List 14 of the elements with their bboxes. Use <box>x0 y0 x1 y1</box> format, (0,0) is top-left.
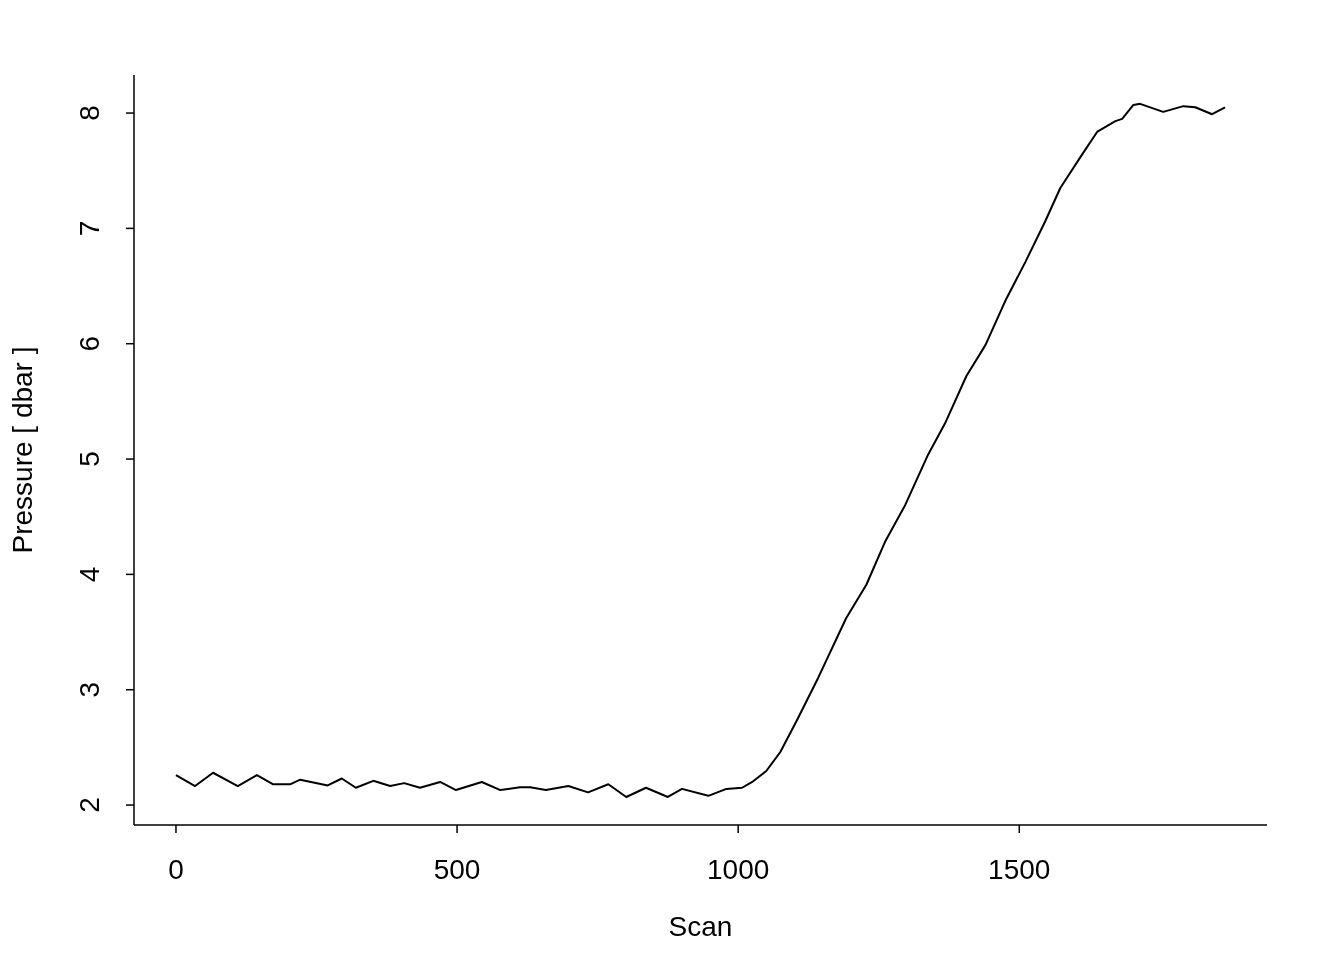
y-tick-label: 5 <box>74 451 106 467</box>
y-tick-label: 6 <box>74 335 106 352</box>
y-tick-label: 4 <box>74 566 106 583</box>
y-tick-label: 3 <box>74 681 106 698</box>
x-tick-label: 1500 <box>988 853 1051 885</box>
y-tick-label: 2 <box>74 797 106 813</box>
y-tick-label: 8 <box>74 105 106 121</box>
x-tick-label: 0 <box>168 853 184 885</box>
line-series <box>174 102 1227 798</box>
x-tick-label: 1000 <box>707 853 770 885</box>
x-tick-label: 500 <box>433 853 481 885</box>
y-tick-label: 7 <box>74 220 106 237</box>
x-axis-title: Scan <box>668 911 733 942</box>
y-axis-title: Pressure [ dbar ] <box>6 346 38 554</box>
